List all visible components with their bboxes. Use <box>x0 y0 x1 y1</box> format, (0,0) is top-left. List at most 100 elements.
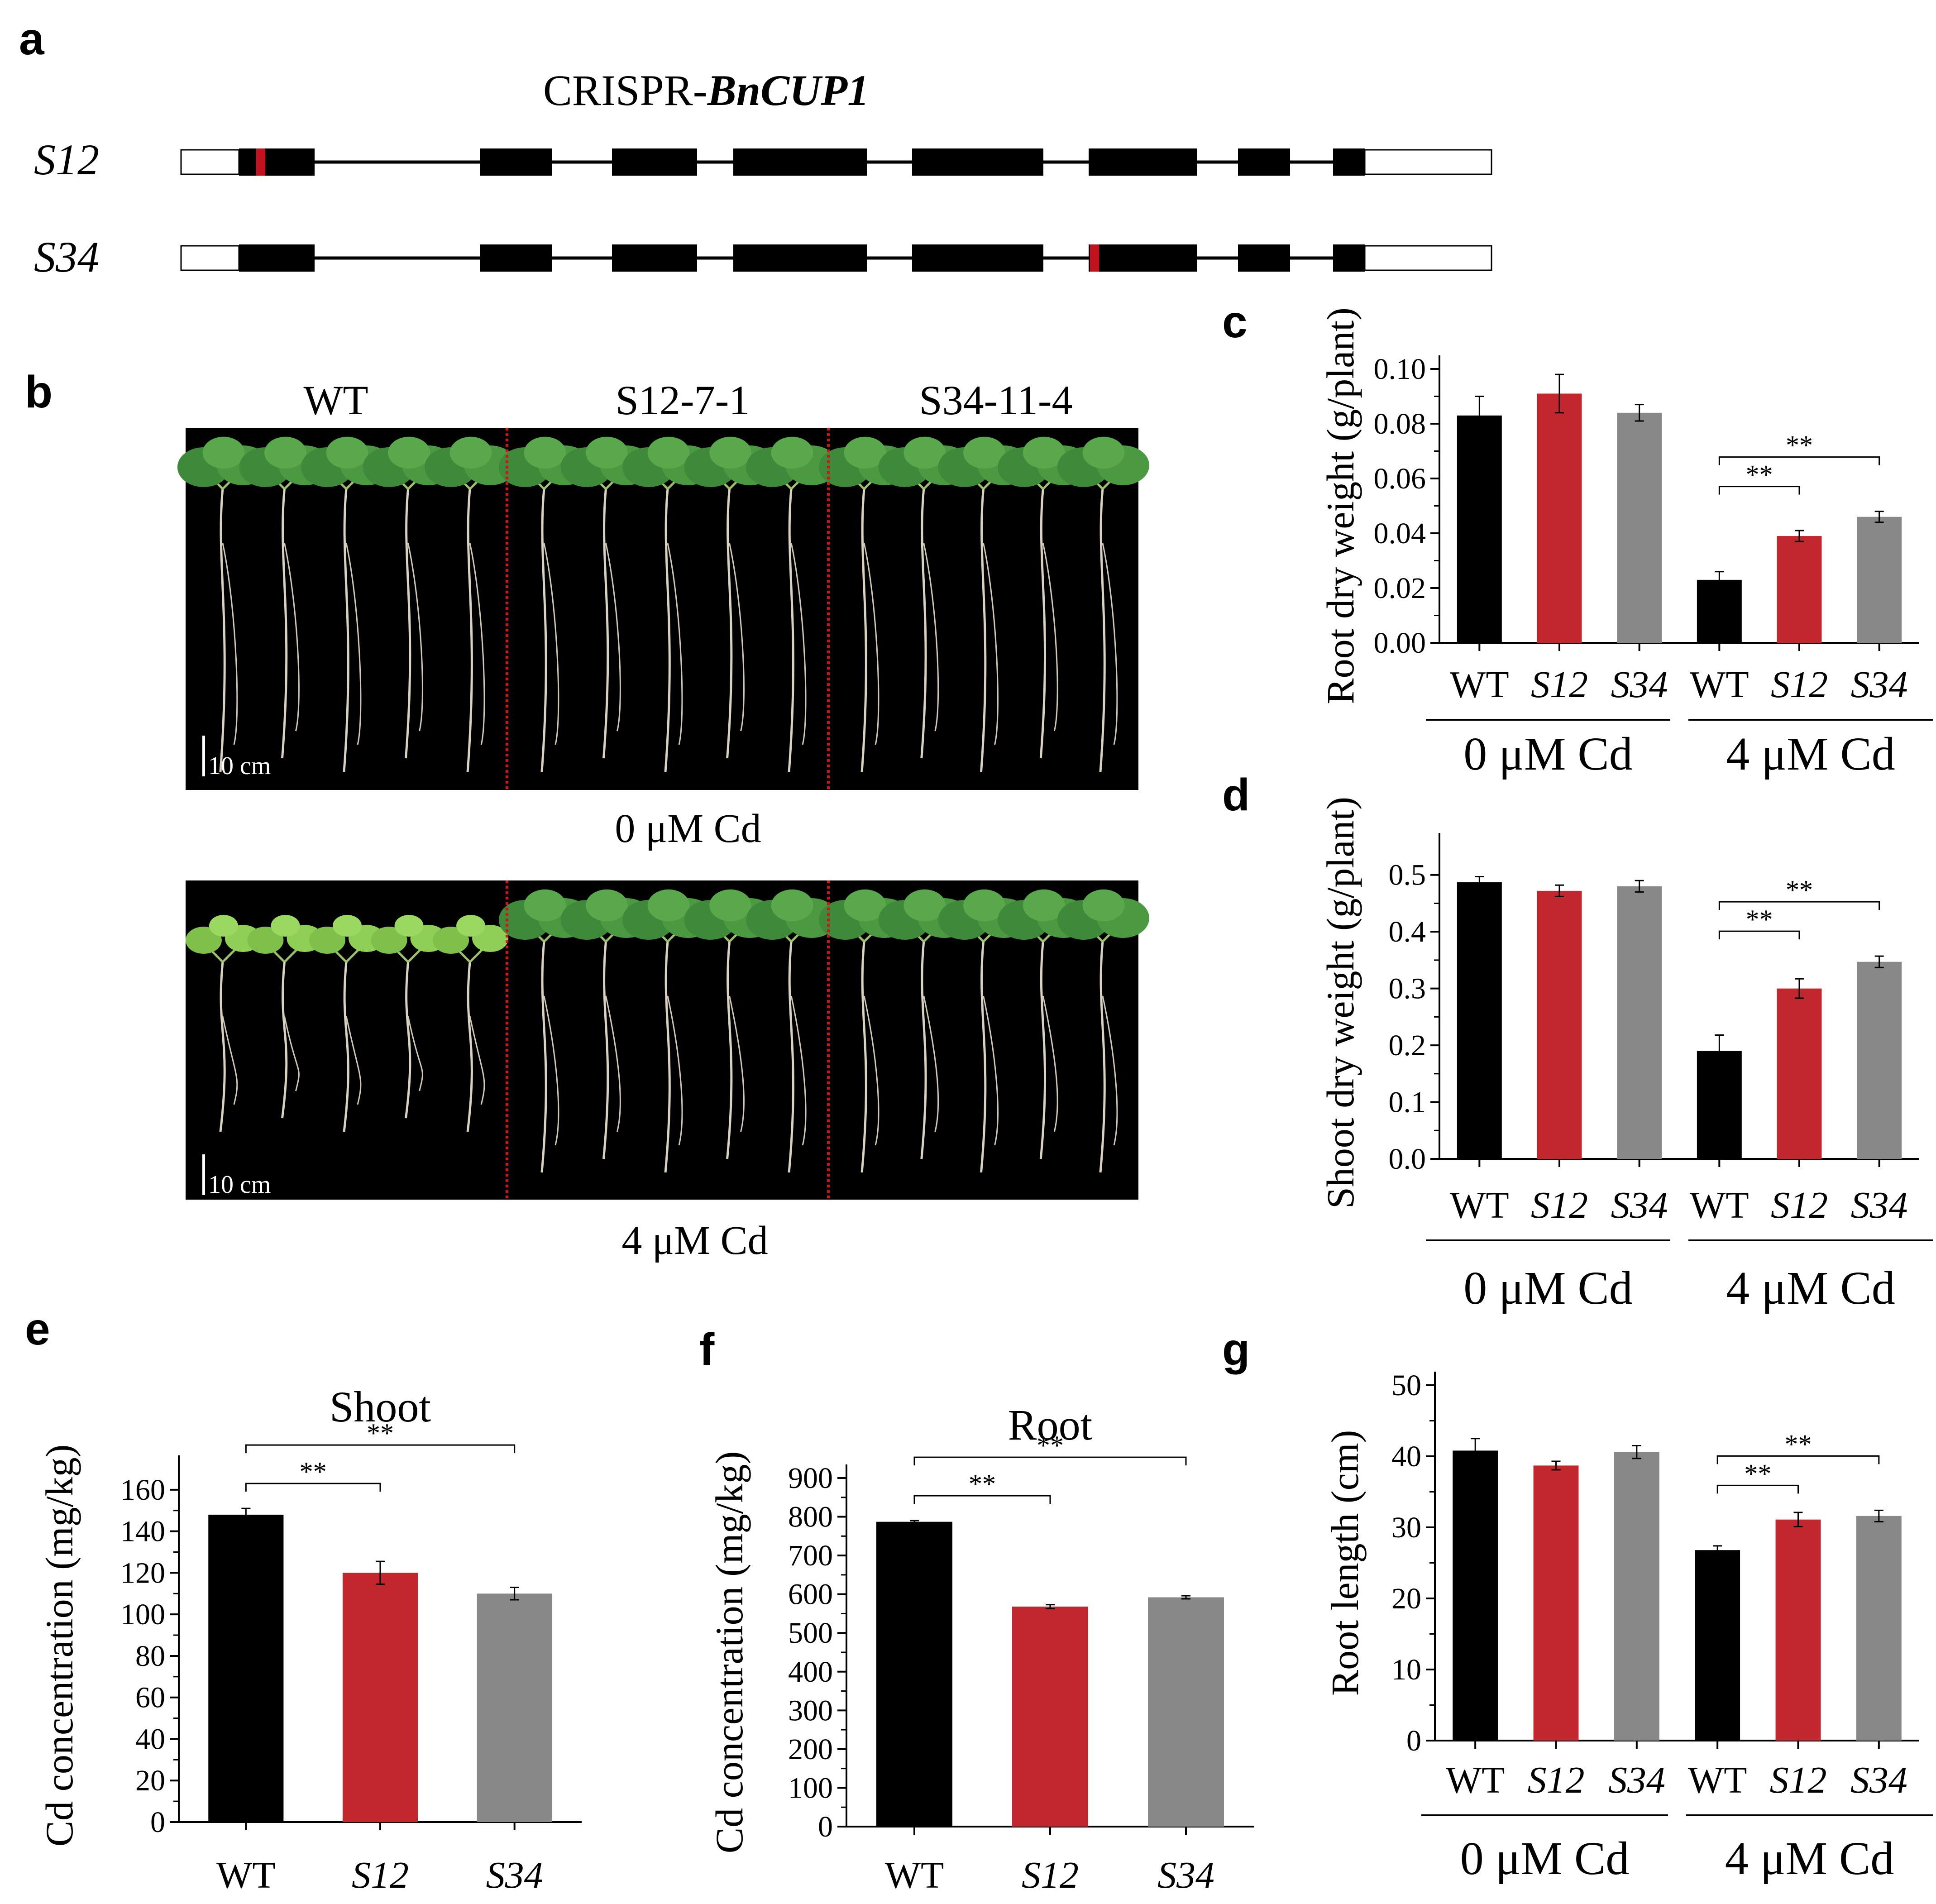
error-bar <box>1555 884 1564 897</box>
x-category-label: WT <box>1690 664 1749 706</box>
significance-label: ** <box>1746 904 1773 934</box>
x-category-label: WT <box>1690 1184 1749 1226</box>
bar-wt <box>1697 579 1742 643</box>
exon-block <box>733 244 867 272</box>
crispr-target-site <box>1090 244 1099 272</box>
bar-s34 <box>1148 1597 1224 1827</box>
error-bar <box>1874 955 1884 968</box>
exon-block <box>912 148 1043 176</box>
gene-structure-s34 <box>180 244 1492 272</box>
x-category-label: S34 <box>486 1854 543 1896</box>
significance-bracket: ** <box>1718 875 1880 910</box>
y-tick-label: 100 <box>788 1771 833 1804</box>
error-bar <box>1632 1445 1641 1459</box>
bar-s12 <box>1537 393 1582 643</box>
y-tick-label: 0.08 <box>1374 407 1426 440</box>
error-bar <box>1874 511 1884 523</box>
y-tick-label: 0.5 <box>1389 859 1426 892</box>
chart-title: Root <box>1008 1401 1093 1449</box>
significance-label: ** <box>969 1469 996 1499</box>
panel-b-plant-photos: b WT S12-7-1 S34-11-4 10 cm 0 μM Cd 10 c… <box>25 367 1149 1263</box>
y-tick-label: 100 <box>120 1598 165 1631</box>
bar-s12 <box>1777 988 1822 1159</box>
exon-block <box>239 148 315 176</box>
x-category-label: WT <box>1446 1759 1505 1801</box>
exon-block <box>912 244 1043 272</box>
group-label: 4 μM Cd <box>1726 1262 1895 1314</box>
seedling <box>746 889 838 1173</box>
exon-block <box>1238 244 1290 272</box>
error-bar <box>1715 571 1724 589</box>
bar-s12 <box>1012 1607 1088 1827</box>
panel-letter-b: b <box>25 367 53 417</box>
bar-s34 <box>477 1593 552 1822</box>
y-tick-label: 10 <box>1391 1653 1421 1686</box>
y-axis-label: Root dry weight (g/plant) <box>1319 307 1362 704</box>
chart-shoot-cd-concentration: e 0 20 40 60 80 100 120 140 160 Cd concentration … <box>25 1304 582 1896</box>
plant-photo-0uM-cd: 10 cm <box>177 428 1149 790</box>
bar-s12 <box>1537 890 1582 1159</box>
significance-bracket: ** <box>1718 904 1800 940</box>
bar-wt <box>1457 415 1502 643</box>
plant-photo-4uM-cd: 10 cm <box>185 880 1149 1200</box>
utr-5prime <box>180 245 240 271</box>
y-tick-label: 0.00 <box>1374 627 1426 660</box>
y-tick-label: 0 <box>818 1810 833 1843</box>
error-bar <box>1795 530 1804 542</box>
x-category-label: S34 <box>1851 1184 1908 1226</box>
y-tick-label: 200 <box>788 1733 833 1766</box>
significance-bracket: ** <box>1718 460 1800 495</box>
x-category-label: S12 <box>1022 1854 1079 1896</box>
y-tick-label: 0.04 <box>1374 517 1426 550</box>
y-tick-label: 0.1 <box>1389 1086 1426 1119</box>
y-tick-label: 0.02 <box>1374 572 1426 605</box>
y-tick-label: 120 <box>120 1556 165 1589</box>
x-category-label: S12 <box>1528 1759 1585 1801</box>
seedling <box>1057 889 1149 1173</box>
significance-label: ** <box>1746 460 1773 490</box>
exon-block <box>480 148 552 176</box>
x-category-label: S12 <box>1771 664 1828 706</box>
gene-row-label-s34: S34 <box>34 233 99 281</box>
exon-block <box>480 244 552 272</box>
x-category-label: WT <box>885 1854 944 1896</box>
bar-wt <box>1457 882 1502 1159</box>
x-category-label: S34 <box>1850 1759 1907 1801</box>
y-tick-label: 20 <box>1391 1582 1421 1615</box>
y-tick-label: 700 <box>788 1539 833 1572</box>
y-tick-label: 300 <box>788 1694 833 1727</box>
y-tick-label: 600 <box>788 1578 833 1611</box>
line-label-s12-7-1: S12-7-1 <box>616 377 750 423</box>
error-bar <box>510 1587 519 1601</box>
exon-block <box>1089 244 1197 272</box>
y-axis-label: Cd concentration (mg/kg) <box>38 1445 81 1847</box>
error-bar <box>1475 396 1484 435</box>
y-tick-label: 160 <box>120 1473 165 1507</box>
title-gene: BnCUP1 <box>707 66 869 115</box>
seedling <box>1057 436 1149 772</box>
x-category-label: S12 <box>1771 1184 1828 1226</box>
panel-a-gene-structure: a CRISPR-BnCUP1 S12 S34 <box>19 14 1492 281</box>
y-tick-label: 60 <box>135 1681 165 1714</box>
significance-label: ** <box>1785 1429 1812 1459</box>
utr-3prime <box>1364 245 1492 271</box>
error-bar <box>1475 875 1484 889</box>
x-category-label: S34 <box>1611 664 1668 706</box>
y-axis-label: Root length (cm) <box>1323 1430 1367 1696</box>
error-bar <box>1795 978 1804 999</box>
bar-wt <box>1695 1550 1740 1741</box>
exon-block <box>612 244 697 272</box>
bar-s34 <box>1614 1452 1659 1741</box>
exon-block <box>612 148 697 176</box>
error-bar <box>241 1507 251 1522</box>
bar-s12 <box>1775 1519 1821 1741</box>
y-tick-label: 0.10 <box>1374 353 1426 386</box>
bar-s34 <box>1617 412 1662 643</box>
error-bar <box>1555 373 1564 414</box>
panel-letter-f: f <box>699 1324 715 1375</box>
line-label-s34-11-4: S34-11-4 <box>919 377 1072 423</box>
utr-3prime <box>1364 149 1492 175</box>
y-tick-label: 0.3 <box>1389 972 1426 1005</box>
chart-shoot-dry-weight: d 0.0 0.1 0.2 0.3 0.4 0.5 Shoot dry weight (g/… <box>1222 770 1933 1314</box>
x-category-label: WT <box>1450 1184 1509 1226</box>
